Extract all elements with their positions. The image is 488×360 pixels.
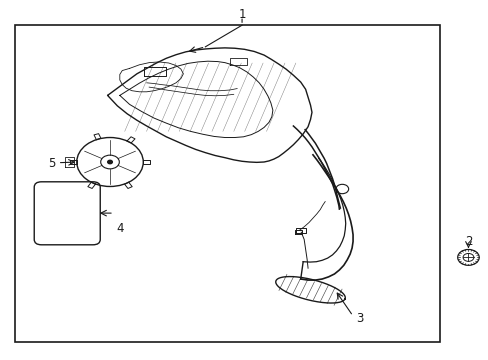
Text: 5: 5: [47, 157, 55, 170]
Circle shape: [107, 160, 112, 164]
Text: 2: 2: [464, 235, 471, 248]
Text: 4: 4: [116, 222, 123, 235]
Text: 1: 1: [238, 8, 245, 21]
Text: 3: 3: [355, 312, 363, 325]
Bar: [15, 25, 439, 342]
